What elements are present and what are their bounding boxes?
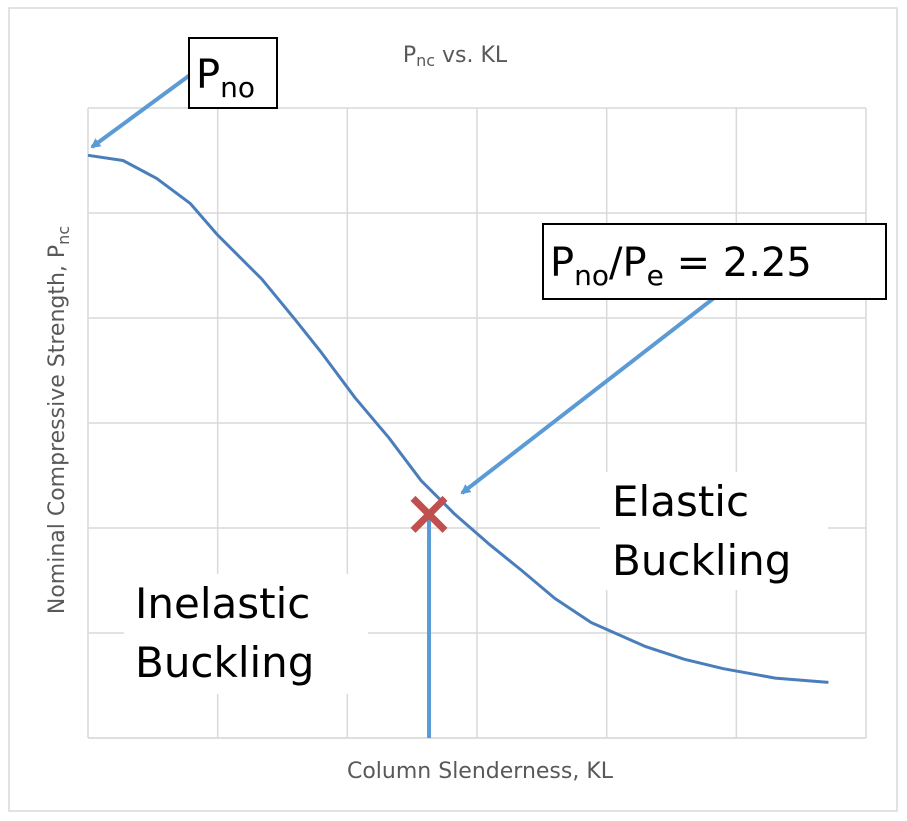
- pno-annotation-label: Pno: [196, 52, 255, 104]
- elastic-label-line2: Buckling: [612, 536, 791, 585]
- ratio-annotation-box: Pno/Pe = 2.25: [542, 223, 887, 300]
- inelastic-label-line1: Inelastic: [135, 579, 310, 628]
- x-axis-label: Column Slenderness, KL: [347, 759, 614, 784]
- elastic-label-line1: Elastic: [612, 477, 749, 526]
- y-axis-label: Nominal Compressive Strength, Pnc: [45, 226, 73, 614]
- ratio-annotation-label: Pno/Pe = 2.25: [550, 240, 812, 292]
- strength-curve-series: [87, 153, 829, 684]
- inelastic-region-label: Inelastic Buckling: [124, 574, 368, 694]
- ratio-arrow: [460, 296, 716, 495]
- inelastic-label-line2: Buckling: [135, 638, 314, 687]
- pno-annotation-box: Pno: [188, 37, 278, 109]
- transition-point-marker: [410, 495, 448, 533]
- elastic-region-label: Elastic Buckling: [600, 472, 828, 590]
- chart-title: Pnc vs. KL: [403, 43, 508, 70]
- x-marker-stroke: [410, 495, 448, 533]
- pno-arrow: [90, 73, 192, 149]
